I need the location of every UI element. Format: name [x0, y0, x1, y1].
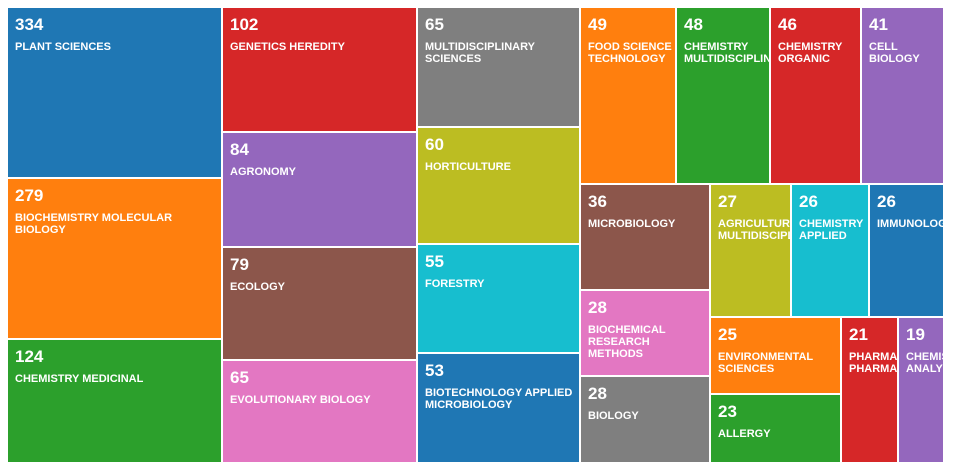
- tile-value: 55: [425, 252, 444, 271]
- tile-label: MULTIDISCIPLINARY SCIENCES: [425, 41, 535, 65]
- tile-label: GENETICS HEREDITY: [230, 41, 345, 53]
- tile-value: 28: [588, 298, 607, 317]
- tile-value: 60: [425, 135, 444, 154]
- tile-value: 19: [906, 325, 925, 344]
- tile-ecology[interactable]: 79 ECOLOGY: [223, 248, 416, 359]
- tile-value: 46: [778, 15, 797, 34]
- tile-multidisciplinary-sciences[interactable]: 65 MULTIDISCIPLINARY SCIENCES: [418, 8, 579, 126]
- tile-value: 53: [425, 361, 444, 380]
- tile-value: 84: [230, 140, 249, 159]
- tile-horticulture[interactable]: 60 HORTICULTURE: [418, 128, 579, 243]
- tile-agronomy[interactable]: 84 AGRONOMY: [223, 133, 416, 246]
- tile-label: CELL BIOLOGY: [869, 41, 920, 65]
- tile-value: 25: [718, 325, 737, 344]
- tile-label: AGRICULTURE MULTIDISCIPLINARY: [718, 218, 790, 242]
- tile-value: 36: [588, 192, 607, 211]
- tile-genetics-heredity[interactable]: 102 GENETICS HEREDITY: [223, 8, 416, 131]
- tile-food-science-technology[interactable]: 49 FOOD SCIENCE TECHNOLOGY: [581, 8, 675, 183]
- tile-label: BIOTECHNOLOGY APPLIED MICROBIOLOGY: [425, 387, 573, 411]
- tile-label: BIOCHEMICAL RESEARCH METHODS: [588, 324, 666, 360]
- tile-pharmacology-pharmacy[interactable]: 21 PHARMACOLOGY PHARMACY: [842, 318, 897, 462]
- tile-immunology[interactable]: 26 IMMUNOLOGY: [870, 185, 943, 316]
- tile-plant-sciences[interactable]: 334 PLANT SCIENCES: [8, 8, 221, 177]
- tile-chemistry-organic[interactable]: 46 CHEMISTRY ORGANIC: [771, 8, 860, 183]
- tile-chemistry-applied[interactable]: 26 CHEMISTRY APPLIED: [792, 185, 868, 316]
- tile-biochemical-research-methods[interactable]: 28 BIOCHEMICAL RESEARCH METHODS: [581, 291, 709, 375]
- tile-value: 27: [718, 192, 737, 211]
- tile-value: 48: [684, 15, 703, 34]
- tile-forestry[interactable]: 55 FORESTRY: [418, 245, 579, 352]
- tile-value: 41: [869, 15, 888, 34]
- tile-value: 65: [230, 368, 249, 387]
- tile-environmental-sciences[interactable]: 25 ENVIRONMENTAL SCIENCES: [711, 318, 840, 393]
- tile-allergy[interactable]: 23 ALLERGY: [711, 395, 840, 462]
- tile-label: BIOCHEMISTRY MOLECULAR BIOLOGY: [15, 212, 173, 236]
- tile-microbiology[interactable]: 36 MICROBIOLOGY: [581, 185, 709, 289]
- tile-cell-biology[interactable]: 41 CELL BIOLOGY: [862, 8, 943, 183]
- tile-label: FOOD SCIENCE TECHNOLOGY: [588, 41, 672, 65]
- tile-label: CHEMISTRY ORGANIC: [778, 41, 843, 65]
- tile-value: 26: [877, 192, 896, 211]
- tile-label: AGRONOMY: [230, 166, 296, 178]
- tile-label: PLANT SCIENCES: [15, 41, 111, 53]
- tile-label: HORTICULTURE: [425, 161, 511, 173]
- tile-label: CHEMISTRY MULTIDISCIPLINARY: [684, 41, 769, 65]
- tile-label: ENVIRONMENTAL SCIENCES: [718, 351, 813, 375]
- tile-value: 65: [425, 15, 444, 34]
- tile-biochemistry-molecular-biology[interactable]: 279 BIOCHEMISTRY MOLECULAR BIOLOGY: [8, 179, 221, 338]
- tile-value: 23: [718, 402, 737, 421]
- tile-chemistry-medicinal[interactable]: 124 CHEMISTRY MEDICINAL: [8, 340, 221, 462]
- tile-chemistry-analytical[interactable]: 19 CHEMISTRY ANALYTICAL: [899, 318, 943, 462]
- tile-value: 79: [230, 255, 249, 274]
- tile-label: MICROBIOLOGY: [588, 218, 676, 230]
- tile-value: 279: [15, 186, 44, 205]
- tile-agriculture-multidisciplinary[interactable]: 27 AGRICULTURE MULTIDISCIPLINARY: [711, 185, 790, 316]
- tile-label: CHEMISTRY APPLIED: [799, 218, 864, 242]
- tile-label: PHARMACOLOGY PHARMACY: [849, 351, 897, 375]
- tile-value: 28: [588, 384, 607, 403]
- tile-label: CHEMISTRY ANALYTICAL: [906, 351, 943, 375]
- tile-value: 21: [849, 325, 868, 344]
- tile-label: ECOLOGY: [230, 281, 286, 293]
- tile-label: ALLERGY: [718, 428, 771, 440]
- tile-value: 334: [15, 15, 44, 34]
- tile-chemistry-multidisciplinary[interactable]: 48 CHEMISTRY MULTIDISCIPLINARY: [677, 8, 769, 183]
- tile-biology[interactable]: 28 BIOLOGY: [581, 377, 709, 462]
- tile-value: 49: [588, 15, 607, 34]
- tile-label: BIOLOGY: [588, 410, 639, 422]
- tile-label: FORESTRY: [425, 278, 485, 290]
- tile-label: CHEMISTRY MEDICINAL: [15, 373, 144, 385]
- tile-value: 102: [230, 15, 259, 34]
- tile-label: EVOLUTIONARY BIOLOGY: [230, 394, 371, 406]
- tile-label: IMMUNOLOGY: [877, 218, 943, 230]
- tile-value: 124: [15, 347, 44, 366]
- tile-evolutionary-biology[interactable]: 65 EVOLUTIONARY BIOLOGY: [223, 361, 416, 462]
- tile-value: 26: [799, 192, 818, 211]
- tile-biotechnology-applied-microbiology[interactable]: 53 BIOTECHNOLOGY APPLIED MICROBIOLOGY: [418, 354, 579, 462]
